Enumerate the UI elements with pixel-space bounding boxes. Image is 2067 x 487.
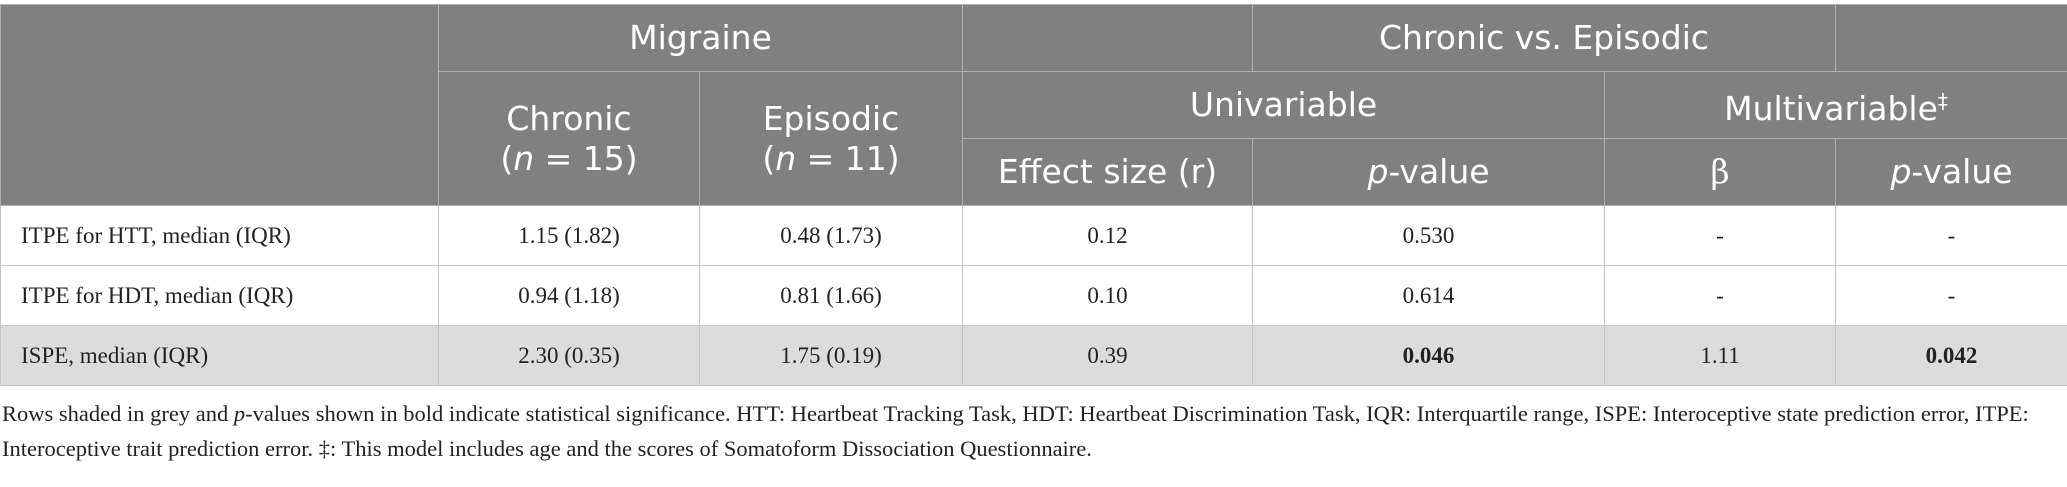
label: -value	[1911, 152, 2012, 191]
cell: 0.39	[963, 326, 1253, 386]
label: = 15)	[534, 139, 638, 178]
cell: 2.30 (0.35)	[439, 326, 700, 386]
cell: 0.94 (1.18)	[439, 266, 700, 326]
cell: 1.11	[1605, 326, 1836, 386]
column-header: p-value	[1836, 139, 2067, 206]
label: Chronic	[506, 99, 631, 138]
label: n	[775, 139, 796, 178]
column-header: Chronic(n = 15)	[439, 72, 700, 206]
cell: 0.12	[963, 206, 1253, 266]
data-table: Migraine Chronic vs. Episodic Chronic(n …	[0, 4, 2067, 386]
table-row: ISPE, median (IQR)2.30 (0.35)1.75 (0.19)…	[1, 326, 2067, 386]
cell: 0.10	[963, 266, 1253, 326]
row-label: ITPE for HDT, median (IQR)	[1, 266, 439, 326]
cell: -	[1605, 266, 1836, 326]
cell: 0.48 (1.73)	[700, 206, 963, 266]
empty-header	[963, 5, 1253, 72]
cell: -	[1836, 206, 2067, 266]
group-header: Chronic vs. Episodic	[1253, 5, 1836, 72]
group-header: Migraine	[439, 5, 963, 72]
cell: 0.81 (1.66)	[700, 266, 963, 326]
column-header: Effect size (r)	[963, 139, 1253, 206]
cell: 1.15 (1.82)	[439, 206, 700, 266]
cell: -	[1836, 266, 2067, 326]
label: -value	[1388, 152, 1489, 191]
cell: 0.530	[1253, 206, 1605, 266]
table-row: ITPE for HTT, median (IQR)1.15 (1.82)0.4…	[1, 206, 2067, 266]
column-header: Episodic(n = 11)	[700, 72, 963, 206]
footnote-mark: ‡	[1938, 89, 1948, 113]
footnote-text: -values shown in bold indicate statistic…	[2, 401, 2029, 461]
label: (	[500, 139, 513, 178]
page: Migraine Chronic vs. Episodic Chronic(n …	[0, 4, 2067, 487]
empty-header	[1836, 5, 2067, 72]
table-row: ITPE for HDT, median (IQR)0.94 (1.18)0.8…	[1, 266, 2067, 326]
group-header: Multivariable‡	[1605, 72, 2067, 139]
row-label: ISPE, median (IQR)	[1, 326, 439, 386]
table-body: ITPE for HTT, median (IQR)1.15 (1.82)0.4…	[1, 206, 2067, 386]
corner-cell	[1, 5, 439, 206]
cell: 0.042	[1836, 326, 2067, 386]
cell: 1.75 (0.19)	[700, 326, 963, 386]
footnote-text: p	[234, 401, 245, 426]
label: (	[762, 139, 775, 178]
label: Episodic	[763, 99, 900, 138]
row-label: ITPE for HTT, median (IQR)	[1, 206, 439, 266]
label: p	[1367, 152, 1388, 191]
footnote-text: Rows shaded in grey and	[2, 401, 234, 426]
label: Multivariable	[1724, 89, 1938, 128]
column-header: β	[1605, 139, 1836, 206]
cell: -	[1605, 206, 1836, 266]
footnote: Rows shaded in grey and p-values shown i…	[2, 396, 2052, 466]
column-header: p-value	[1253, 139, 1605, 206]
cell: 0.046	[1253, 326, 1605, 386]
group-header: Univariable	[963, 72, 1605, 139]
cell: 0.614	[1253, 266, 1605, 326]
label: = 11)	[796, 139, 900, 178]
label: p	[1890, 152, 1911, 191]
label: n	[513, 139, 534, 178]
